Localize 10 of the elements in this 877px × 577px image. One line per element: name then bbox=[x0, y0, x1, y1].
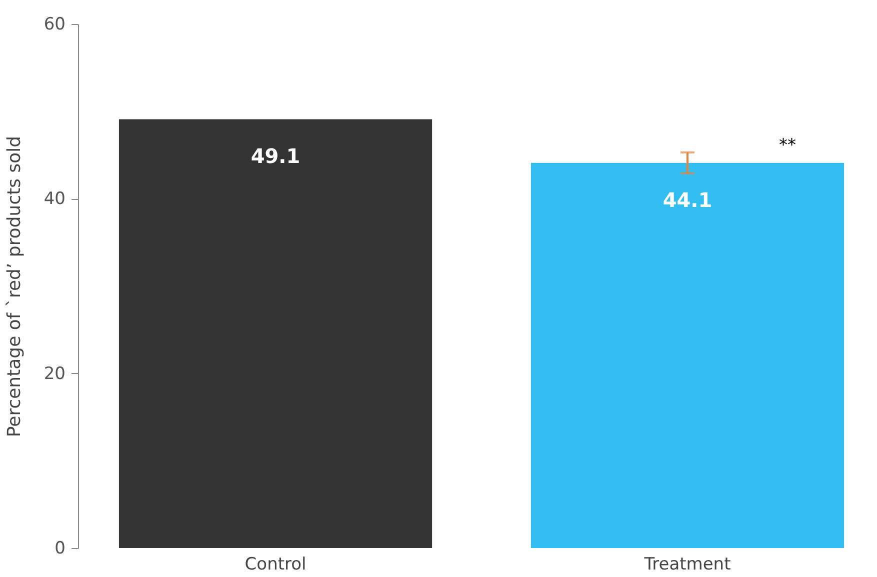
x-tick-label: Treatment bbox=[643, 554, 732, 574]
y-axis-title: Percentage of `red’ products sold bbox=[4, 136, 25, 438]
x-tick-label: Control bbox=[244, 554, 306, 574]
y-tick-label: 0 bbox=[54, 538, 66, 558]
data-label: 49.1 bbox=[250, 144, 300, 168]
y-tick-label: 40 bbox=[44, 189, 66, 210]
y-tick-label: 20 bbox=[44, 364, 66, 384]
data-label: 44.1 bbox=[662, 188, 712, 212]
y-tick-label: 60 bbox=[44, 14, 66, 34]
annotation: ** bbox=[778, 135, 796, 156]
